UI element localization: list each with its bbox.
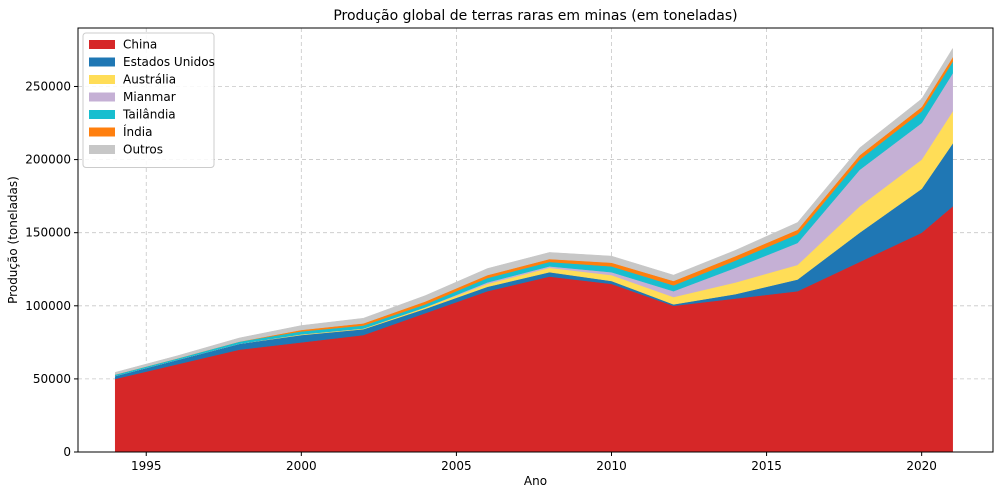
legend-swatch xyxy=(89,92,115,102)
legend-swatch xyxy=(89,145,115,154)
x-axis-label: Ano xyxy=(524,474,547,488)
legend-swatch xyxy=(89,57,115,67)
y-tick-label: 50000 xyxy=(33,372,71,386)
legend-swatch xyxy=(89,75,115,84)
legend-label: Índia xyxy=(123,124,152,139)
x-tick-label: 2020 xyxy=(906,459,937,473)
y-tick-label: 0 xyxy=(63,445,71,459)
legend-label: China xyxy=(123,38,157,52)
y-tick-label: 250000 xyxy=(25,79,71,93)
legend-label: Tailândia xyxy=(122,108,176,122)
legend-label: Estados Unidos xyxy=(123,55,215,69)
plot-frame xyxy=(77,27,994,453)
x-tick-label: 2015 xyxy=(751,459,782,473)
legend-label: Austrália xyxy=(123,73,176,87)
y-tick-label: 200000 xyxy=(25,153,71,167)
legend-label: Outros xyxy=(123,143,163,157)
axes: 1995 2000 2005 2010 2015 2020 0 50000 100000 1500… xyxy=(25,27,994,473)
area-series xyxy=(114,47,953,453)
y-tick-label: 100000 xyxy=(25,299,71,313)
legend-swatch xyxy=(89,110,115,119)
y-axis-label: Produção (toneladas) xyxy=(6,176,20,304)
legend: China Estados Unidos Austrália Mianmar Tailâ… xyxy=(82,32,215,168)
area-outros xyxy=(114,47,953,375)
legend-swatch xyxy=(89,40,115,49)
chart-title: Produção global de terras raras em minas… xyxy=(333,8,737,24)
y-tick-label: 150000 xyxy=(25,226,71,240)
x-tick-label: 2010 xyxy=(596,459,627,473)
x-tick-label: 2005 xyxy=(441,459,472,473)
legend-label: Mianmar xyxy=(123,90,176,104)
x-tick-label: 1995 xyxy=(131,459,162,473)
legend-swatch xyxy=(89,127,115,137)
x-tick-label: 2000 xyxy=(286,459,317,473)
legend-box xyxy=(82,32,215,168)
